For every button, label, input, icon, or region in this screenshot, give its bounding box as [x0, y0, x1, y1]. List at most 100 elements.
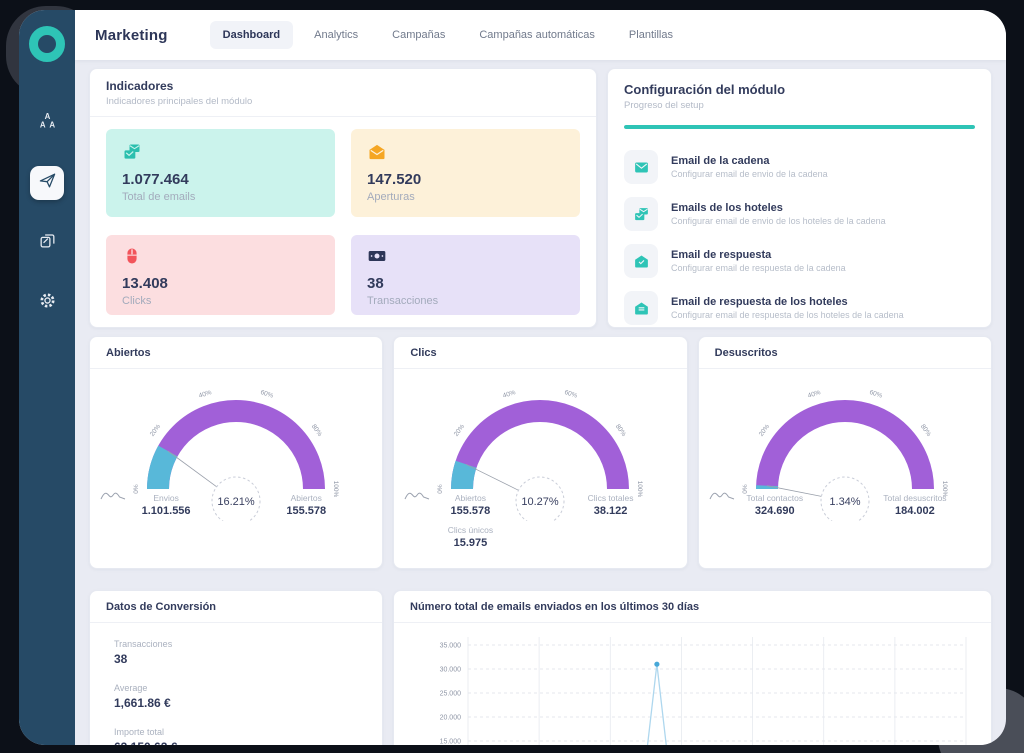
emails-stack-icon [122, 142, 319, 162]
config-item-title: Email de respuesta de los hoteles [671, 296, 848, 308]
main-column: Marketing Dashboard Analytics Campañas C… [75, 10, 1006, 745]
sparkline-icon [100, 487, 126, 505]
gauge-stat: Total desuscritos 184.002 [883, 493, 947, 517]
conversion-stat: Average 1,661.86 € [114, 683, 171, 710]
indicators-subtitle: Indicadores principales del módulo [106, 96, 253, 107]
linechart-title: Número total de emails enviados en los ú… [410, 601, 700, 613]
stat-value: 1.077.464 [122, 171, 189, 188]
envelope-open-icon [624, 244, 658, 278]
sidebar-item-templates[interactable] [30, 226, 64, 260]
gear-icon [38, 291, 57, 315]
setup-progress-bar [624, 125, 975, 129]
conversion-stat: Importe total 63.150,62 € [114, 727, 177, 745]
config-title: Configuración del módulo [624, 82, 786, 97]
svg-text:100%: 100% [332, 481, 339, 498]
stat-value: 13.408 [122, 275, 168, 292]
mouse-icon [122, 246, 319, 266]
paper-plane-icon [38, 171, 57, 195]
config-item-desc: Configurar email de respuesta de la cade… [671, 263, 846, 273]
stat-label: Aperturas [367, 191, 415, 203]
svg-text:100%: 100% [636, 481, 643, 498]
page-title: Marketing [95, 26, 168, 44]
emails-stack-icon [624, 197, 658, 231]
stat-value: 147.520 [367, 171, 422, 188]
gauge-title: Desuscritos [714, 347, 778, 359]
conversion-title: Datos de Conversión [106, 601, 217, 613]
tab-plantillas[interactable]: Plantillas [628, 29, 673, 41]
svg-text:80%: 80% [310, 423, 323, 438]
gauge-card-clics: Clics 0% 20% 40% 60% 80% 100% 10.27% Abiertos … [393, 336, 688, 569]
sparkline-icon [404, 487, 430, 505]
stat-label: Total de emails [122, 191, 196, 203]
config-item-desc: Configurar email de envio de los hoteles… [671, 216, 886, 226]
gauge-chart: 0% 20% 40% 60% 80% 100% 16.21% [96, 371, 376, 521]
svg-text:16.21%: 16.21% [218, 496, 256, 508]
topbar: Marketing Dashboard Analytics Campañas C… [75, 10, 1006, 60]
stat-label: Clicks [122, 295, 152, 307]
config-subtitle: Progreso del setup [624, 100, 704, 111]
module-config-card: Configuración del módulo Progreso del se… [607, 68, 992, 328]
svg-text:35.000: 35.000 [440, 643, 462, 650]
gauge-card-abiertos: Abiertos 0% 20% 40% 60% 80% 100% 16.21% Envios… [89, 336, 384, 569]
svg-text:60%: 60% [260, 389, 275, 400]
svg-text:60%: 60% [564, 389, 579, 400]
gauge-title: Clics [410, 347, 437, 359]
money-bill-icon [367, 246, 564, 266]
tab-campanas[interactable]: Campañas [392, 29, 446, 41]
stat-value: 38 [367, 275, 384, 292]
gauge-stat: Envios 1.101.556 [141, 493, 191, 517]
gauge-stat: Clics totales 38.122 [587, 493, 634, 517]
dashboard-content: Indicadores Indicadores principales del … [75, 60, 1006, 745]
config-item-email-cadena[interactable]: Email de la cadena Configurar email de e… [624, 150, 975, 184]
config-item-title: Email de respuesta [671, 249, 772, 261]
sidebar-item-settings[interactable] [30, 286, 64, 320]
indicators-title: Indicadores [106, 79, 174, 93]
svg-text:A: A [44, 112, 50, 121]
tab-dashboard[interactable]: Dashboard [209, 21, 294, 49]
svg-text:60%: 60% [868, 389, 883, 400]
svg-text:20%: 20% [453, 423, 466, 438]
conversion-stat: Transacciones 38 [114, 639, 173, 666]
config-item-email-respuesta[interactable]: Email de respuesta Configurar email de r… [624, 244, 975, 278]
sparkline-icon [709, 487, 735, 505]
svg-text:0%: 0% [437, 484, 444, 494]
svg-text:100%: 100% [941, 481, 948, 498]
stat-tile-clicks: 13.408 Clicks [106, 235, 335, 315]
envelope-open-icon [367, 142, 564, 162]
emails-30days-card: Número total de emails enviados en los ú… [393, 590, 992, 745]
sidebar-item-marketing[interactable] [30, 166, 64, 200]
gauge-chart: 0% 20% 40% 60% 80% 100% 10.27% [400, 371, 680, 521]
conversion-card: Datos de Conversión Transacciones 38 Ave… [89, 590, 383, 745]
svg-text:0%: 0% [742, 484, 749, 494]
gauge-chart: 0% 20% 40% 60% 80% 100% 1.34% [705, 371, 985, 521]
gauge-card-desuscritos: Desuscritos 0% 20% 40% 60% 80% 100% 1.34% Tota… [697, 336, 992, 569]
svg-text:40%: 40% [807, 389, 822, 400]
svg-text:A: A [49, 121, 55, 130]
tab-analytics[interactable]: Analytics [314, 29, 359, 41]
gauge-stat: Abiertos 155.578 [286, 493, 327, 517]
tab-bar: Dashboard Analytics Campañas Campañas au… [209, 21, 686, 49]
svg-text:A: A [39, 121, 45, 130]
brand-logo [29, 26, 65, 62]
tab-campanas-automaticas[interactable]: Campañas automáticas [479, 29, 595, 41]
envelope-reply-icon [624, 291, 658, 325]
svg-text:40%: 40% [198, 389, 213, 400]
gauge-stat: Abiertos 155.578 [450, 493, 491, 517]
config-item-emails-hoteles[interactable]: Emails de los hoteles Configurar email d… [624, 197, 975, 231]
config-item-email-respuesta-hoteles[interactable]: Email de respuesta de los hoteles Config… [624, 291, 975, 325]
svg-text:80%: 80% [919, 423, 932, 438]
svg-text:10.27%: 10.27% [522, 496, 560, 508]
svg-text:40%: 40% [502, 389, 517, 400]
svg-text:20%: 20% [758, 423, 771, 438]
config-item-title: Emails de los hoteles [671, 202, 783, 214]
stat-tile-total-emails: 1.077.464 Total de emails [106, 129, 335, 217]
svg-text:15.000: 15.000 [440, 739, 462, 746]
svg-text:1.34%: 1.34% [829, 496, 860, 508]
stat-tile-transacciones: 38 Transacciones [351, 235, 580, 315]
gauge-stat: Clics únicos 15.975 [447, 525, 494, 549]
